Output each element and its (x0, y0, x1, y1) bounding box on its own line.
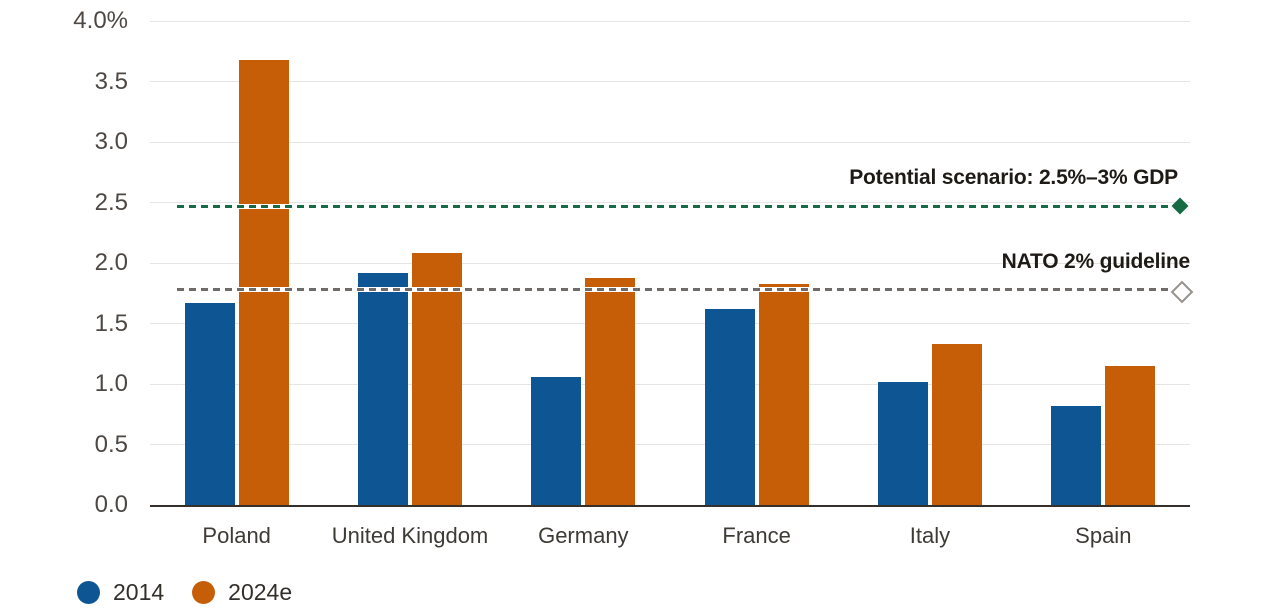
legend: 2014 2024e (77, 579, 292, 606)
y-tick-label-1.0: 1.0 (94, 370, 128, 397)
gridline-4.0 (150, 20, 1190, 22)
reference-line-dashes (177, 204, 1170, 208)
bar-2014-poland (184, 302, 235, 505)
bar-group-italy (843, 21, 1016, 505)
x-label-spain: Spain (1075, 523, 1132, 548)
legend-dot-icon (192, 581, 216, 604)
reference-line-nato-guideline (177, 287, 1170, 293)
gridline-0.5 (150, 444, 1190, 445)
bar-2024e-france (758, 283, 809, 505)
y-tick-label-0.5: 0.5 (94, 430, 128, 458)
y-tick-label-2.5: 2.5 (94, 188, 128, 216)
y-tick-label-2.0: 2.0 (94, 249, 128, 276)
y-tick-label-1.5: 1.5 (94, 309, 128, 337)
reference-line-potential-scenario (177, 203, 1170, 209)
bar-group-france (670, 21, 843, 505)
plot-area (150, 20, 1194, 507)
bar-2014-germany (531, 376, 582, 505)
bar-group-germany (497, 21, 670, 505)
gridline-2.0 (150, 262, 1190, 264)
bar-2014-united-kingdom (357, 272, 408, 505)
bar-2024e-italy (931, 344, 982, 505)
reference-line-dashes (177, 288, 1170, 292)
x-label-france: France (722, 523, 791, 548)
bar-2014-italy (877, 381, 928, 505)
bar-group-poland (150, 21, 323, 505)
legend-label: 2014 (113, 579, 165, 605)
y-tick-label-3.0: 3.0 (94, 128, 128, 155)
nato-guideline-label: NATO 2% guideline (1001, 250, 1191, 273)
bar-2024e-poland (238, 59, 289, 505)
x-label-poland: Poland (202, 523, 271, 548)
legend-item-2024e: 2024e (192, 579, 292, 606)
gridline-1.0 (150, 383, 1190, 385)
x-label-united-kingdom: United Kingdom (331, 523, 489, 548)
y-tick-label-4.0: 4.0% (73, 7, 128, 34)
legend-dot-icon (77, 581, 100, 604)
legend-label: 2024e (228, 579, 293, 605)
bar-2014-france (704, 308, 755, 505)
gridline-2.5 (150, 202, 1190, 203)
potential-scenario-label: Potential scenario: 2.5%–3% GDP (849, 166, 1178, 189)
y-tick-label-0.0: 0.0 (94, 491, 128, 518)
x-axis: Poland United Kingdom Germany France Italy Sp… (150, 521, 1190, 551)
gridline-3.5 (150, 81, 1190, 82)
x-label-italy: Italy (909, 523, 951, 548)
bar-2024e-germany (585, 277, 636, 505)
bar-2024e-spain (1105, 365, 1156, 505)
x-label-germany: Germany (538, 523, 629, 548)
legend-item-2014: 2014 (77, 579, 164, 606)
bar-group-united-kingdom (323, 21, 496, 505)
y-tick-label-3.5: 3.5 (94, 67, 128, 95)
bar-2014-spain (1051, 405, 1102, 505)
gridline-1.5 (150, 323, 1190, 324)
bar-2024e-united-kingdom (411, 253, 462, 505)
bar-group-spain (1017, 21, 1190, 505)
gridline-3.0 (150, 141, 1190, 143)
